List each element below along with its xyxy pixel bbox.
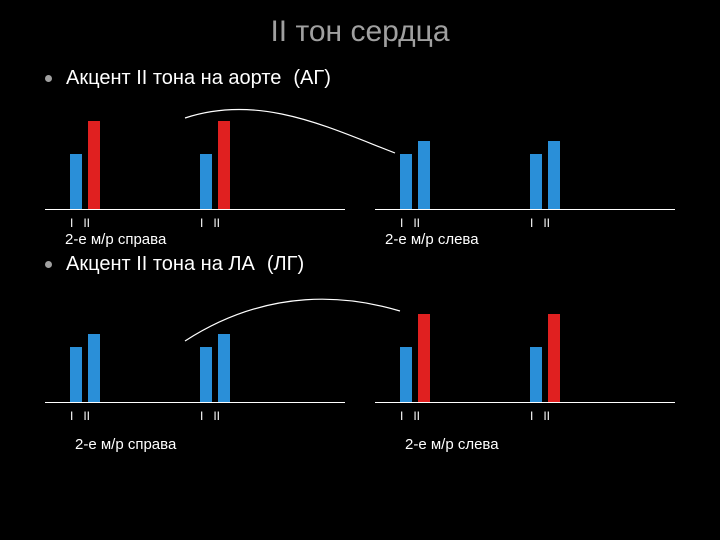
- tick-two: II: [213, 409, 220, 423]
- tick-two: II: [543, 409, 550, 423]
- tick-labels: III: [200, 409, 220, 423]
- tick-two: II: [413, 409, 420, 423]
- bar: [218, 334, 230, 402]
- tick-one: I: [530, 216, 533, 230]
- bar-group: [400, 141, 430, 209]
- bar: [548, 314, 560, 402]
- chart-panel: IIIIII2-е м/р слева: [375, 291, 675, 431]
- panel-caption: 2-е м/р справа: [65, 231, 166, 248]
- tick-labels: III: [200, 216, 220, 230]
- tick-labels: III: [400, 216, 420, 230]
- bar: [200, 154, 212, 209]
- chart-row-2: IIIIII2-е м/р справаIIIIII2-е м/р слева: [0, 291, 720, 451]
- bar: [200, 347, 212, 402]
- bar: [88, 334, 100, 402]
- bar: [530, 154, 542, 209]
- bar: [218, 121, 230, 209]
- bar-group: [200, 121, 230, 209]
- tick-one: I: [200, 409, 203, 423]
- tick-one: I: [200, 216, 203, 230]
- tick-labels: III: [530, 216, 550, 230]
- baseline: [45, 209, 345, 210]
- chart-panel: IIIIII2-е м/р слева: [375, 98, 675, 238]
- baseline: [375, 209, 675, 210]
- chart-row-1: IIIIII2-е м/р справаIIIIII2-е м/р слева: [0, 98, 720, 248]
- bar: [418, 314, 430, 402]
- bar-group: [400, 314, 430, 402]
- panel-caption: 2-е м/р слева: [405, 436, 499, 453]
- tick-labels: III: [400, 409, 420, 423]
- bullet-dot-icon: [45, 261, 52, 268]
- bullet-1: Акцент II тона на аорте (АГ): [45, 67, 720, 90]
- tick-one: I: [530, 409, 533, 423]
- bar-group: [200, 334, 230, 402]
- bar: [70, 347, 82, 402]
- tick-one: I: [400, 216, 403, 230]
- baseline: [375, 402, 675, 403]
- tick-one: I: [70, 216, 73, 230]
- bullet-dot-icon: [45, 75, 52, 82]
- panel-caption: 2-е м/р слева: [385, 231, 479, 248]
- bar-group: [70, 334, 100, 402]
- baseline: [45, 402, 345, 403]
- tick-labels: III: [70, 216, 90, 230]
- chart-panel: IIIIII2-е м/р справа: [45, 291, 345, 431]
- chart-panel: IIIIII2-е м/р справа: [45, 98, 345, 238]
- bar: [400, 347, 412, 402]
- bar: [400, 154, 412, 209]
- tick-two: II: [213, 216, 220, 230]
- tick-two: II: [83, 409, 90, 423]
- bar: [70, 154, 82, 209]
- bullet-1-text: Акцент II тона на аорте: [66, 67, 281, 90]
- tick-labels: III: [530, 409, 550, 423]
- bullet-2-text: Акцент II тона на ЛА: [66, 253, 255, 276]
- bullet-2: Акцент II тона на ЛА (ЛГ): [45, 253, 720, 276]
- slide-title: II тон сердца: [0, 0, 720, 49]
- bar-group: [530, 141, 560, 209]
- bar-group: [70, 121, 100, 209]
- tick-two: II: [543, 216, 550, 230]
- tick-two: II: [413, 216, 420, 230]
- bullet-1-paren: (АГ): [293, 67, 331, 90]
- bullet-2-paren: (ЛГ): [267, 253, 304, 276]
- bar: [418, 141, 430, 209]
- bar: [530, 347, 542, 402]
- tick-two: II: [83, 216, 90, 230]
- bar: [548, 141, 560, 209]
- bar: [88, 121, 100, 209]
- panel-caption: 2-е м/р справа: [75, 436, 176, 453]
- bar-group: [530, 314, 560, 402]
- tick-one: I: [400, 409, 403, 423]
- tick-one: I: [70, 409, 73, 423]
- tick-labels: III: [70, 409, 90, 423]
